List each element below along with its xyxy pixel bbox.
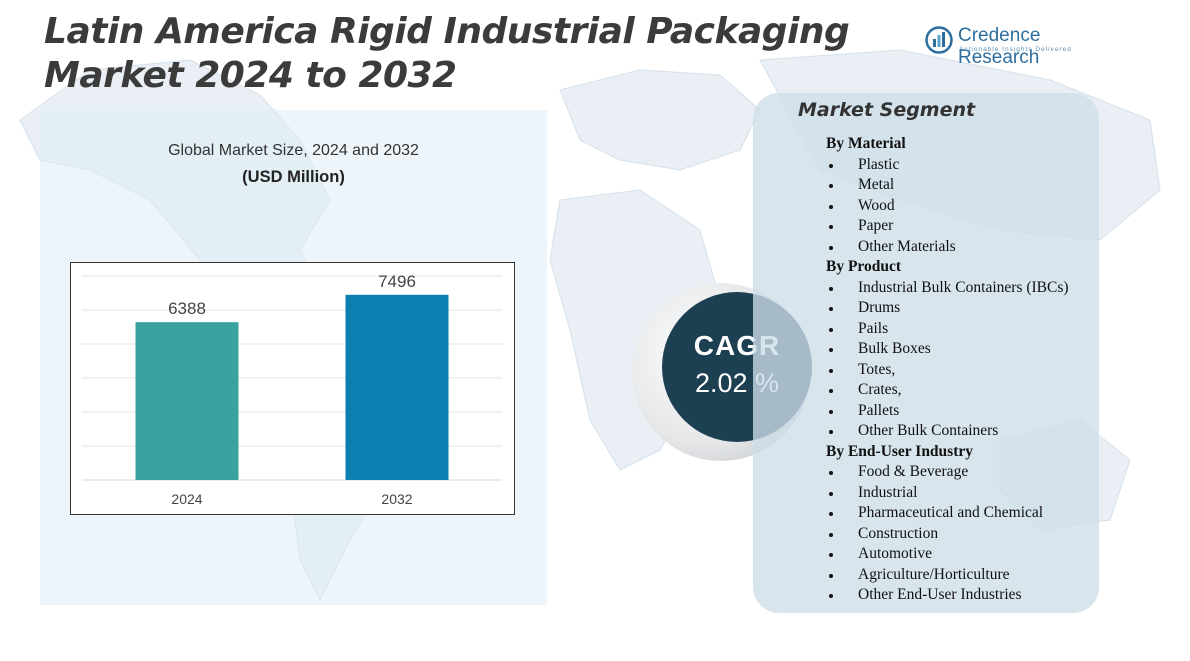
segment-list-item: Drums	[826, 298, 1098, 319]
segment-list-item: Crates,	[826, 380, 1098, 401]
logo-tagline: Actionable Insights Delivered	[959, 46, 1072, 53]
chart-subtitle: (USD Million)	[242, 168, 345, 186]
segment-list-item: Other Materials	[826, 237, 1098, 258]
market-segment-panel	[753, 93, 1099, 613]
chart-title: Global Market Size, 2024 and 2032	[168, 142, 419, 159]
segment-list-item: Pails	[826, 319, 1098, 340]
x-tick-label: 2032	[381, 491, 412, 507]
bar-2024	[135, 322, 239, 480]
segment-list-item: Plastic	[826, 155, 1098, 176]
segment-list-item: Bulk Boxes	[826, 339, 1098, 360]
segment-list-item: Other Bulk Containers	[826, 421, 1098, 442]
segment-list-item: Pallets	[826, 401, 1098, 422]
market-segment-list: By Material Plastic Metal Wood Paper Other Ma…	[826, 134, 1098, 606]
segment-list-item: Other End-User Industries	[826, 585, 1098, 606]
title-line-2: Market 2024 to 2032	[44, 55, 457, 96]
segment-list-item: Metal	[826, 175, 1098, 196]
segment-list-item: Totes,	[826, 360, 1098, 381]
data-label: 6388	[168, 299, 206, 318]
segment-list-item: Industrial Bulk Containers (IBCs)	[826, 278, 1098, 299]
segment-list-item: Agriculture/Horticulture	[826, 565, 1098, 586]
segment-group-heading: By End-User Industry	[826, 442, 974, 460]
bar-chart-logo-icon	[925, 26, 953, 54]
page-title: Latin America Rigid Industrial Packaging…	[44, 10, 864, 98]
segment-list-item: Food & Beverage	[826, 462, 1098, 483]
segment-list-item: Construction	[826, 524, 1098, 545]
bar-chart: 6388 2024 7496 2032	[70, 262, 515, 515]
segment-list-item: Automotive	[826, 544, 1098, 565]
bar-2032	[345, 294, 449, 480]
segment-group-heading: By Material	[826, 135, 906, 152]
chart-bars	[135, 294, 449, 480]
segment-list-item: Paper	[826, 216, 1098, 237]
title-line-1: Latin America Rigid Industrial Packaging	[44, 11, 850, 52]
x-tick-label: 2024	[171, 491, 202, 507]
segment-list-item: Wood	[826, 196, 1098, 217]
segment-list-item: Industrial	[826, 483, 1098, 504]
market-segment-title: Market Segment	[798, 99, 976, 121]
segment-group-heading: By Product	[826, 258, 902, 275]
data-label: 7496	[378, 272, 416, 291]
segment-list-item: Pharmaceutical and Chemical	[826, 503, 1098, 524]
credence-research-logo: Credence Research Actionable Insights De…	[925, 25, 1125, 68]
logo-name: Credence Research	[958, 25, 1041, 68]
chart-labels: 6388 2024 7496 2032	[168, 272, 416, 507]
